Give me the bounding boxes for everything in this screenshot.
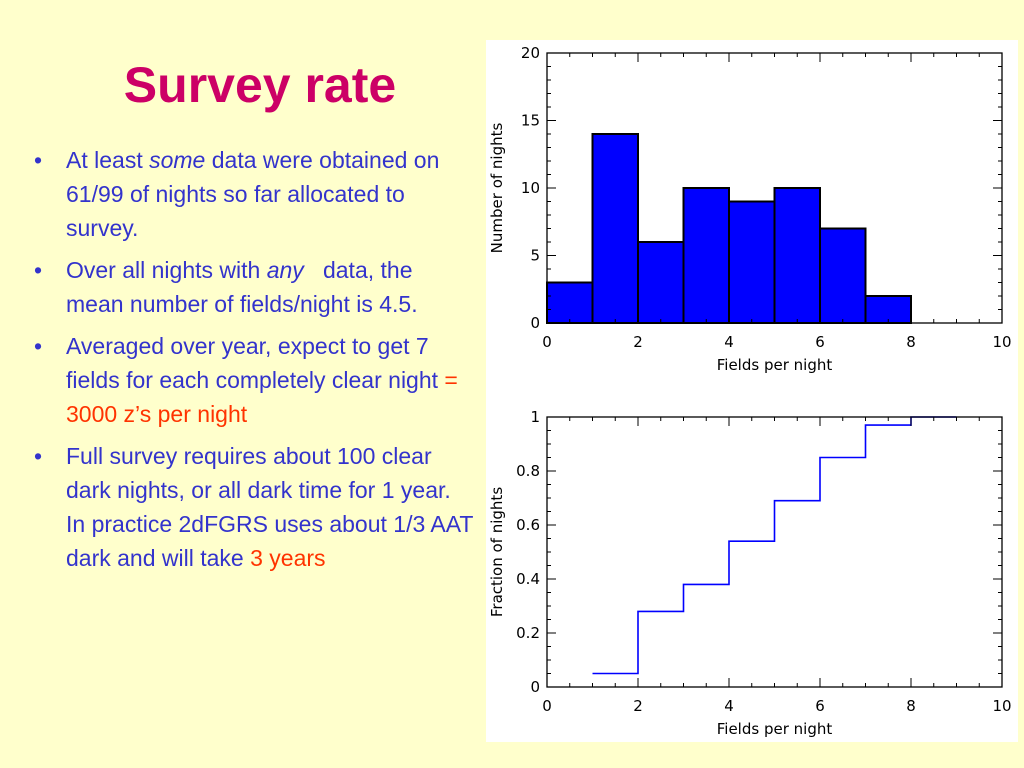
y-axis-label: Number of nights: [488, 122, 506, 253]
y-tick-label: 0.4: [516, 570, 540, 588]
bullet-dot-icon: •: [33, 257, 43, 283]
bullet-text-post: data, the mean number of fields/night is…: [66, 257, 419, 317]
bullet-dot-icon: •: [33, 147, 43, 173]
bullet-text-pre: At least: [66, 147, 150, 173]
bullet-list: • At least some data were obtained on 61…: [28, 143, 473, 583]
chart-panel: 0 2 4 6 8 10 0 5 10 15 20 Fields per night Number of…: [486, 40, 1018, 742]
x-tick-label: 10: [992, 333, 1011, 351]
bullet-text-pre: Over all nights with: [66, 257, 267, 283]
histogram-bar: [546, 281, 594, 324]
bullet-text-accent: = 3000 z’s per night: [66, 367, 458, 427]
bullet-text-pre: Averaged over year, expect to get 7 fiel…: [66, 333, 445, 393]
histogram-bar: [728, 200, 776, 324]
bullet-item: • Averaged over year, expect to get 7 fi…: [28, 329, 473, 431]
x-tick-label: 4: [724, 697, 734, 715]
bullet-text-emphasis: any: [266, 257, 304, 283]
x-tick-label: 8: [906, 697, 916, 715]
y-tick-label: 0: [530, 678, 540, 696]
bullet-text-post: data were obtained on 61/99 of nights so…: [66, 147, 440, 241]
x-tick-label: 4: [724, 333, 734, 351]
bullet-text-accent: 3 years: [250, 545, 326, 571]
histogram-bar: [864, 295, 912, 324]
cumulative-step-line: [592, 416, 957, 675]
y-tick-label: 0: [530, 314, 540, 332]
bullet-dot-icon: •: [33, 443, 43, 469]
histogram-bar: [819, 227, 867, 324]
y-axis-label: Fraction of nights: [488, 487, 506, 617]
bullet-text-emphasis: some: [149, 147, 206, 173]
bullet-dot-icon: •: [33, 333, 43, 359]
bullet-item: • Full survey requires about 100 clear d…: [28, 439, 473, 575]
y-tick-label: 0.2: [516, 624, 540, 642]
y-tick-label: 1: [530, 408, 540, 426]
y-tick-label: 0.8: [516, 462, 540, 480]
y-tick-label: 5: [530, 247, 540, 265]
histogram-bar: [591, 133, 639, 324]
y-tick-label: 10: [521, 179, 540, 197]
plot-frame: [546, 416, 1003, 688]
x-tick-label: 6: [815, 697, 825, 715]
bullet-item: • At least some data were obtained on 61…: [28, 143, 473, 245]
x-tick-label: 8: [906, 333, 916, 351]
x-tick-label: 0: [542, 333, 552, 351]
slide-title: Survey rate: [123, 57, 397, 113]
x-tick-label: 2: [633, 697, 643, 715]
histogram-bar: [773, 187, 821, 324]
x-tick-label: 10: [992, 697, 1011, 715]
x-tick-label: 0: [542, 697, 552, 715]
bullet-item: • Over all nights with any data, the mea…: [28, 253, 473, 321]
y-tick-label: 0.6: [516, 516, 540, 534]
x-tick-label: 6: [815, 333, 825, 351]
histogram-bar: [682, 187, 730, 324]
y-tick-label: 20: [521, 44, 540, 62]
bullet-text-pre: Full survey requires about 100 clear dar…: [66, 443, 473, 571]
x-axis-label: Fields per night: [717, 720, 833, 738]
y-tick-label: 15: [521, 112, 540, 130]
x-tick-label: 2: [633, 333, 643, 351]
histogram-bar: [637, 241, 685, 324]
x-axis-label: Fields per night: [717, 356, 833, 374]
